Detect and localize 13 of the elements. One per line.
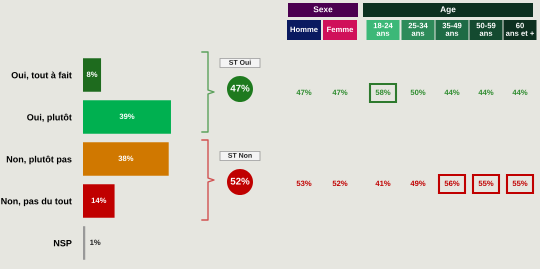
y-tick-label: NSP	[54, 240, 72, 246]
bar	[83, 58, 102, 92]
bar	[83, 142, 169, 176]
y-tick-label: Oui, plutôt	[27, 114, 72, 122]
y-tick-label: Non, pas du tout	[1, 198, 72, 206]
y-tick-label: Oui, tout à fait	[12, 72, 72, 80]
text: Sexe	[314, 6, 332, 12]
text: 47%	[230, 84, 250, 92]
text: Age	[440, 6, 456, 14]
bar	[83, 100, 171, 134]
text: 52%	[230, 178, 250, 185]
y-tick-label: Non, plutôt pas	[6, 156, 72, 164]
bar	[83, 184, 115, 218]
